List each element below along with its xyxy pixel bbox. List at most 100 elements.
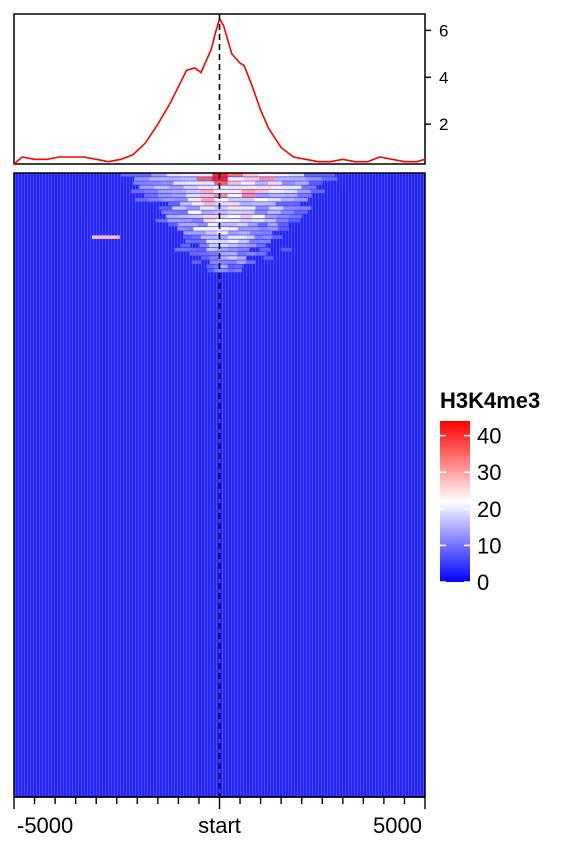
heatmap-cell <box>255 206 270 210</box>
heatmap-cell <box>241 206 256 210</box>
heatmap-cell <box>144 189 159 194</box>
heatmap-cell <box>212 173 229 177</box>
profile-line <box>13 16 426 165</box>
heatmap-cell <box>179 218 192 223</box>
heatmap-cell <box>174 210 189 214</box>
heatmap-cell <box>308 181 323 185</box>
heatmap-cell <box>161 210 176 214</box>
heatmap-cell <box>301 185 317 190</box>
heatmap-cell <box>200 181 215 185</box>
heatmap-cell <box>214 198 229 202</box>
heatmap-cell <box>269 206 284 210</box>
heatmap-cell <box>227 177 244 181</box>
heatmap-cell <box>294 198 308 202</box>
heatmap-cell <box>206 247 218 252</box>
heatmap-cell <box>209 235 220 239</box>
heatmap-cell <box>134 177 151 181</box>
heatmap-cell <box>249 239 261 244</box>
heatmap-cell <box>198 185 214 190</box>
x-tick-label: -5000 <box>17 813 73 838</box>
heatmap-cell <box>203 214 216 219</box>
heatmap-cell <box>276 214 290 219</box>
heatmap-cell <box>172 193 187 198</box>
legend-tick-label: 10 <box>477 533 501 558</box>
heatmap-cell <box>218 235 229 239</box>
heatmap-cell <box>185 239 197 244</box>
heatmap-cell <box>203 218 217 223</box>
heatmap-cell <box>187 222 199 227</box>
heatmap-cell <box>260 231 273 235</box>
heatmap-cell <box>252 214 266 219</box>
heatmap-cell <box>180 177 197 181</box>
heatmap-cell <box>280 198 295 202</box>
heatmap-cell <box>189 252 200 256</box>
heatmap-cell <box>242 185 258 190</box>
heatmap-cell <box>144 193 159 198</box>
heatmap-cell <box>240 214 253 219</box>
heatmap-cell <box>190 214 204 219</box>
heatmap-cell <box>275 202 288 206</box>
legend-title: H3K4me3 <box>440 388 540 413</box>
heatmap-cell <box>256 252 267 256</box>
heatmap-cell <box>194 231 207 235</box>
profile-y-axis: 2 4 6 <box>425 21 448 134</box>
heatmap-cell <box>257 222 269 227</box>
heatmap-cell <box>200 206 215 210</box>
heatmap-cell <box>254 181 269 185</box>
heatmap-cell <box>154 185 170 190</box>
heatmap-cell <box>199 243 210 248</box>
legend-tick-label: 20 <box>477 497 501 522</box>
heatmap-cell <box>227 222 239 227</box>
heatmap-cell <box>241 193 257 198</box>
heatmap-cell <box>155 218 168 223</box>
heatmap-cell <box>251 202 264 206</box>
heatmap-cell <box>168 202 181 206</box>
heatmap-cell <box>246 252 257 256</box>
heatmap-cell <box>281 181 296 185</box>
heatmap-cell <box>158 189 173 194</box>
heatmap-cell <box>166 173 183 177</box>
heatmap-cell <box>267 198 282 202</box>
heatmap-cell <box>167 222 179 227</box>
heatmap-cell <box>185 193 201 198</box>
heatmap-cell <box>280 247 292 252</box>
heatmap-cell <box>182 235 193 239</box>
heatmap-cell <box>227 181 242 185</box>
heatmap-content <box>14 173 425 797</box>
profile-panel: 2 4 6 <box>13 13 448 165</box>
heatmap-cell <box>283 206 298 210</box>
heatmap-cell <box>182 173 198 177</box>
heatmap-cell <box>273 173 290 177</box>
heatmap-cell <box>193 227 229 231</box>
heatmap-cell <box>245 260 256 264</box>
heatmap-cell <box>213 206 229 210</box>
heatmap-cell <box>227 239 239 244</box>
heatmap-cell <box>206 239 218 244</box>
heatmap-cell <box>263 202 276 206</box>
heatmap-cell <box>256 243 266 248</box>
heatmap-cell <box>200 256 211 260</box>
heatmap-cell <box>187 227 198 231</box>
legend-tick-label: 40 <box>477 424 501 449</box>
heatmap-cell <box>174 247 186 252</box>
heatmap-cell <box>234 264 243 269</box>
heatmap-cell <box>227 227 239 231</box>
heatmap-cell <box>139 185 155 190</box>
heatmap-cell <box>267 222 279 227</box>
heatmap-cell <box>217 222 229 227</box>
profile-content <box>13 14 426 165</box>
heatmap-cell <box>177 227 188 231</box>
heatmap-cell <box>269 189 284 194</box>
heatmap-cell <box>209 256 220 260</box>
heatmap-cell <box>149 177 166 181</box>
x-tick-label: 5000 <box>373 813 422 838</box>
heatmap-cell <box>200 189 215 194</box>
heatmap-cell <box>183 231 196 235</box>
heatmap-cell <box>213 264 222 269</box>
heatmap-cell <box>239 218 253 223</box>
heatmap-cell <box>278 227 289 231</box>
heatmap-cell <box>227 256 238 260</box>
heatmap-cell <box>200 235 211 239</box>
heatmap-cell <box>166 214 179 219</box>
